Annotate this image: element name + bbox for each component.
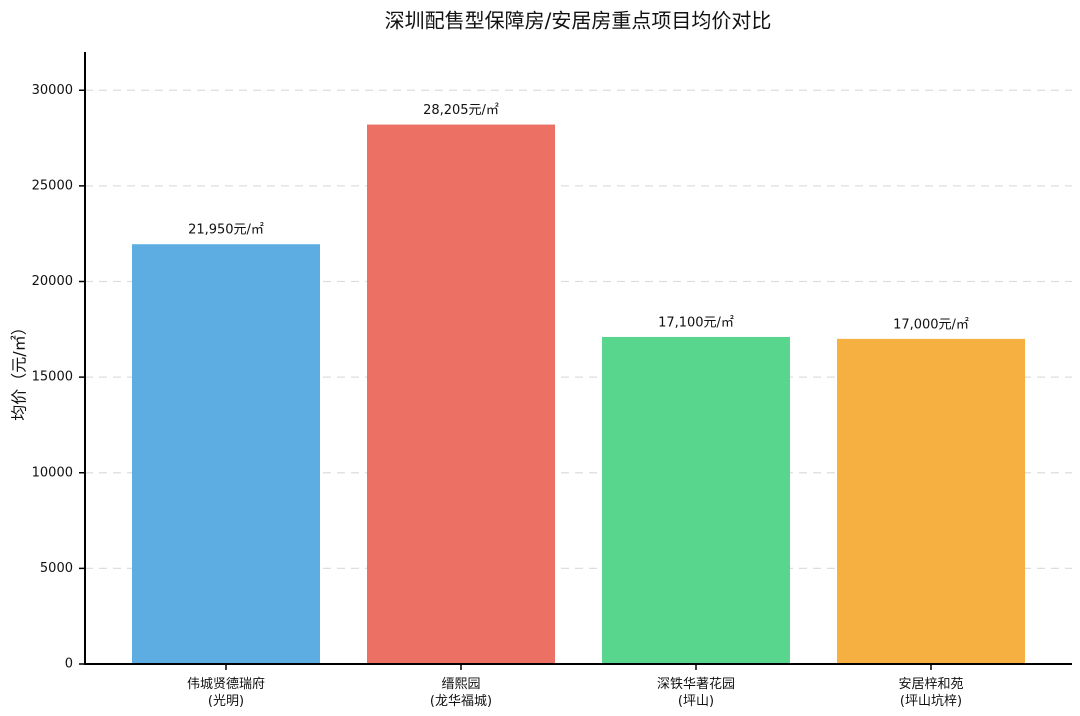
y-axis-label: 均价（元/㎡） [10, 319, 29, 420]
x-tick-label: 缙熙园(龙华福城) [430, 677, 492, 709]
y-tick-label: 30000 [32, 83, 73, 98]
bar [837, 338, 1025, 664]
y-tick-label: 25000 [32, 178, 73, 193]
bar [602, 336, 790, 664]
y-tick-label: 15000 [32, 370, 73, 385]
chart-title: 深圳配售型保障房/安居房重点项目均价对比 [385, 9, 772, 33]
y-tick-label: 5000 [40, 561, 73, 576]
y-tick-label: 20000 [32, 274, 73, 289]
x-tick-label: 深铁华著花园(坪山) [657, 676, 735, 709]
y-tick-label: 0 [65, 657, 73, 672]
bar [132, 244, 320, 665]
value-label: 21,950元/㎡ [188, 223, 264, 238]
bar [367, 124, 555, 665]
x-tick-label: 安居梓和苑(坪山坑梓) [898, 677, 963, 709]
value-label: 17,100元/㎡ [658, 315, 734, 330]
value-label: 17,000元/㎡ [893, 317, 969, 332]
x-tick-label: 伟城贤德瑞府(光明) [187, 677, 265, 709]
value-label: 28,205元/㎡ [423, 103, 499, 118]
y-tick-label: 10000 [32, 465, 73, 480]
